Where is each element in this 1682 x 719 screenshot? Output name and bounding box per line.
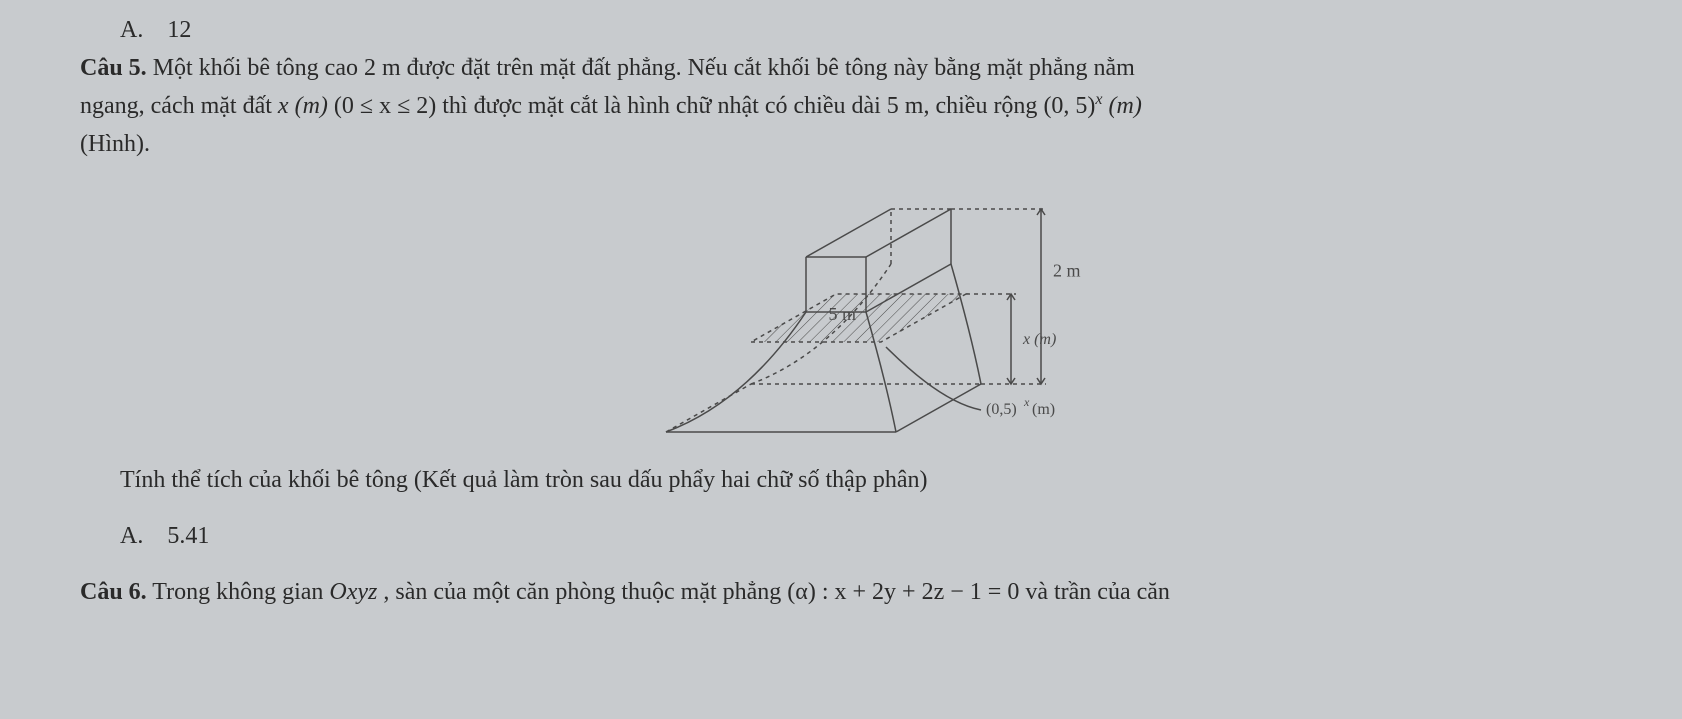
svg-text:x (m): x (m) — [1022, 331, 1056, 348]
q5-hinh: (Hình). — [80, 131, 150, 157]
q5-line2b: thì được mặt cắt là hình chữ nhật có chi… — [442, 93, 1043, 119]
svg-text:(m): (m) — [1032, 401, 1055, 418]
q5-line3: (Hình). — [80, 126, 1632, 162]
page-content: A. 12 Câu 5. Một khối bê tông cao 2 m đư… — [0, 0, 1682, 622]
prev-answer-label: A. — [120, 17, 143, 43]
svg-text:x: x — [1023, 395, 1030, 409]
q5-math-x: x — [278, 93, 289, 119]
q6-oxyz: Oxyz — [329, 579, 377, 605]
q5-line2a: ngang, cách mặt đất — [80, 93, 278, 119]
q5-math-m: (m) — [295, 93, 328, 119]
q6-text-a: Trong không gian — [152, 579, 329, 605]
q6-plane: (α) : x + 2y + 2z − 1 = 0 — [787, 579, 1019, 605]
q5-answer: A. 5.41 — [120, 518, 1632, 554]
svg-text:(0,5): (0,5) — [986, 401, 1017, 418]
q5-answer-value: 5.41 — [167, 523, 209, 549]
q5-line1: Câu 5. Một khối bê tông cao 2 m được đặt… — [80, 50, 1632, 86]
figure-container: 5 m 2 m x (m) (0,5) x (m) — [120, 182, 1632, 452]
q5-math2-exp: x — [1095, 91, 1102, 108]
q5-math-cond: (0 ≤ x ≤ 2) — [334, 93, 436, 119]
q6-text-b: , sàn của một căn phòng thuộc mặt phẳng — [383, 579, 787, 605]
q5-text1: Một khối bê tông cao 2 m được đặt trên m… — [153, 55, 1135, 81]
q5-answer-label: A. — [120, 523, 143, 549]
prev-answer-line: A. 12 — [120, 12, 1632, 48]
q5-caption-text: Tính thể tích của khối bê tông (Kết quả … — [120, 467, 927, 493]
q5-caption: Tính thể tích của khối bê tông (Kết quả … — [120, 462, 1632, 498]
q6-line1: Câu 6. Trong không gian Oxyz , sàn của m… — [80, 574, 1632, 610]
q5-line2: ngang, cách mặt đất x (m) (0 ≤ x ≤ 2) th… — [80, 88, 1632, 124]
svg-text:5 m: 5 m — [829, 304, 857, 324]
q5-math2-base: (0, 5) — [1043, 93, 1095, 119]
q6-label: Câu 6. — [80, 579, 147, 605]
q5-math2-unit: (m) — [1109, 93, 1142, 119]
concrete-block-figure: 5 m 2 m x (m) (0,5) x (m) — [596, 182, 1156, 452]
svg-text:2 m: 2 m — [1053, 261, 1081, 281]
prev-answer-value: 12 — [167, 17, 191, 43]
q6-text-c: và trần của căn — [1025, 579, 1170, 605]
q5-label: Câu 5. — [80, 55, 147, 81]
